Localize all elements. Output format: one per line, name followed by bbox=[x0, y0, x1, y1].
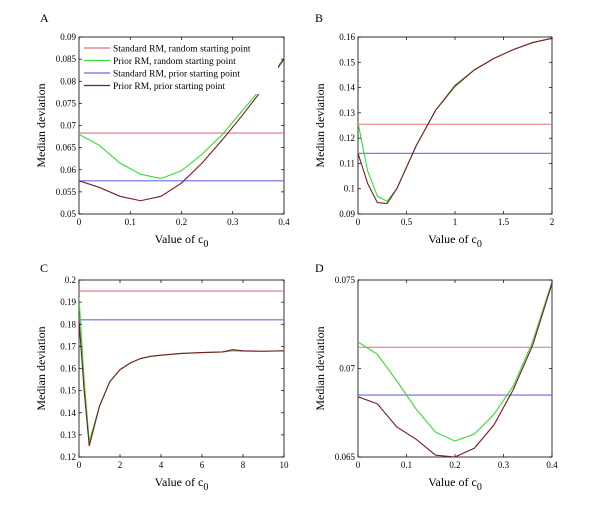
y-tick-label: 0.14 bbox=[339, 83, 355, 93]
x-axis-label-main: Value of c bbox=[428, 475, 477, 489]
series-line-prior-rm-prior-starting-point bbox=[358, 37, 552, 204]
x-tick-label: 0 bbox=[77, 460, 82, 470]
y-tick-label: 0.085 bbox=[56, 54, 77, 64]
x-axis-label: Value of c0 bbox=[428, 232, 482, 250]
x-tick-label: 0.2 bbox=[449, 460, 460, 470]
x-tick-label: 0.4 bbox=[278, 217, 290, 227]
y-axis-label: Median deviation bbox=[313, 83, 327, 167]
plot-frame bbox=[78, 279, 285, 458]
y-tick-label: 0.05 bbox=[60, 209, 76, 219]
panel-letter: C bbox=[40, 261, 48, 275]
panel-letter: A bbox=[40, 11, 49, 25]
x-tick-label: 1.5 bbox=[498, 217, 510, 227]
x-axis-label: Value of c0 bbox=[155, 232, 209, 250]
series-line-prior-rm-random-starting-point bbox=[79, 57, 284, 180]
legend: Standard RM, random starting point Prior … bbox=[82, 40, 278, 94]
y-tick-label: 0.11 bbox=[340, 158, 355, 168]
y-tick-label: 0.065 bbox=[335, 452, 356, 462]
x-tick-label: 6 bbox=[200, 460, 205, 470]
panel-b: B 0 0.5 1 1.5 2 0.09 0.1 0.11 0.12 0.13 0.14 0.15 0.1… bbox=[313, 11, 554, 250]
x-tick-label: 0.5 bbox=[401, 217, 413, 227]
y-tick-label: 0.19 bbox=[60, 297, 76, 307]
panel-letter: B bbox=[315, 11, 323, 25]
y-tick-label: 0.07 bbox=[60, 121, 76, 131]
y-tick-label: 0.15 bbox=[339, 57, 355, 67]
y-tick-label: 0.2 bbox=[65, 275, 76, 285]
x-tick-label: 0.3 bbox=[227, 217, 239, 227]
y-tick-label: 0.12 bbox=[60, 452, 76, 462]
y-tick-label: 0.075 bbox=[335, 275, 356, 285]
panel-letter: D bbox=[315, 261, 324, 275]
x-axis-label-main: Value of c bbox=[155, 475, 204, 489]
x-tick-label: 0 bbox=[356, 460, 361, 470]
x-tick-label: 4 bbox=[159, 460, 164, 470]
legend-label: Standard RM, random starting point bbox=[113, 44, 251, 54]
panel-a: A 0 0.1 0.2 0.3 0.4 0.05 0.055 0.06 0.065 0.07 0.07… bbox=[34, 11, 290, 250]
panel-c: C 0 2 4 6 8 10 0.12 0.13 0.14 0.15 0.16 0.17 0.18 0.19… bbox=[34, 261, 289, 493]
series-group bbox=[79, 290, 284, 447]
x-tick-label: 8 bbox=[241, 460, 246, 470]
legend-label: Prior RM, prior starting point bbox=[113, 82, 226, 92]
y-tick-label: 0.13 bbox=[339, 108, 355, 118]
y-tick-label: 0.065 bbox=[56, 143, 77, 153]
y-tick-label: 0.09 bbox=[60, 32, 76, 42]
x-axis-label-main: Value of c bbox=[155, 232, 204, 246]
series-line-prior-rm-prior-starting-point bbox=[79, 319, 284, 447]
series-line-prior-rm-prior-starting-point bbox=[79, 58, 284, 202]
series-line-prior-rm-random-starting-point bbox=[79, 297, 284, 442]
y-tick-label: 0.075 bbox=[56, 98, 77, 108]
y-axis-label: Median deviation bbox=[34, 326, 48, 410]
y-tick-label: 0.055 bbox=[56, 187, 77, 197]
x-tick-label: 2 bbox=[550, 217, 555, 227]
series-group bbox=[79, 57, 284, 202]
x-tick-label: 0.2 bbox=[176, 217, 187, 227]
y-tick-label: 0.16 bbox=[339, 32, 355, 42]
x-tick-label: 0.3 bbox=[498, 460, 510, 470]
y-tick-label: 0.06 bbox=[60, 165, 76, 175]
series-group bbox=[358, 37, 552, 204]
y-tick-label: 0.1 bbox=[344, 184, 355, 194]
y-axis-label: Median deviation bbox=[313, 326, 327, 410]
y-tick-label: 0.14 bbox=[60, 408, 76, 418]
x-tick-label: 0.1 bbox=[401, 460, 412, 470]
y-tick-label: 0.13 bbox=[60, 430, 76, 440]
y-tick-label: 0.16 bbox=[60, 364, 76, 374]
x-axis-label: Value of c0 bbox=[428, 475, 482, 493]
plot-frame bbox=[357, 36, 553, 215]
x-tick-label: 2 bbox=[118, 460, 123, 470]
x-tick-label: 0.1 bbox=[125, 217, 136, 227]
series-line-prior-rm-random-starting-point bbox=[358, 281, 552, 442]
x-axis-label-subscript: 0 bbox=[477, 482, 482, 493]
legend-label: Standard RM, prior starting point bbox=[113, 69, 240, 79]
x-tick-label: 0 bbox=[77, 217, 82, 227]
y-tick-label: 0.09 bbox=[339, 209, 355, 219]
legend-box bbox=[82, 40, 278, 94]
y-tick-label: 0.15 bbox=[60, 386, 76, 396]
series-line-prior-rm-random-starting-point bbox=[358, 37, 552, 203]
x-tick-label: 0.4 bbox=[546, 460, 558, 470]
y-tick-label: 0.18 bbox=[60, 319, 76, 329]
x-tick-label: 0 bbox=[356, 217, 361, 227]
x-axis-label: Value of c0 bbox=[155, 475, 209, 493]
series-line-prior-rm-prior-starting-point bbox=[358, 283, 552, 457]
legend-label: Prior RM, random starting point bbox=[113, 57, 236, 67]
y-tick-label: 0.08 bbox=[60, 76, 76, 86]
y-tick-label: 0.07 bbox=[339, 364, 355, 374]
y-tick-label: 0.12 bbox=[339, 133, 355, 143]
x-axis-label-subscript: 0 bbox=[477, 239, 482, 250]
x-tick-label: 10 bbox=[280, 460, 290, 470]
x-axis-label-subscript: 0 bbox=[203, 482, 208, 493]
y-axis-label: Median deviation bbox=[34, 83, 48, 167]
x-axis-label-subscript: 0 bbox=[203, 239, 208, 250]
y-tick-label: 0.17 bbox=[60, 341, 76, 351]
x-axis-label-main: Value of c bbox=[428, 232, 477, 246]
series-group bbox=[358, 281, 552, 457]
x-tick-label: 1 bbox=[453, 217, 458, 227]
